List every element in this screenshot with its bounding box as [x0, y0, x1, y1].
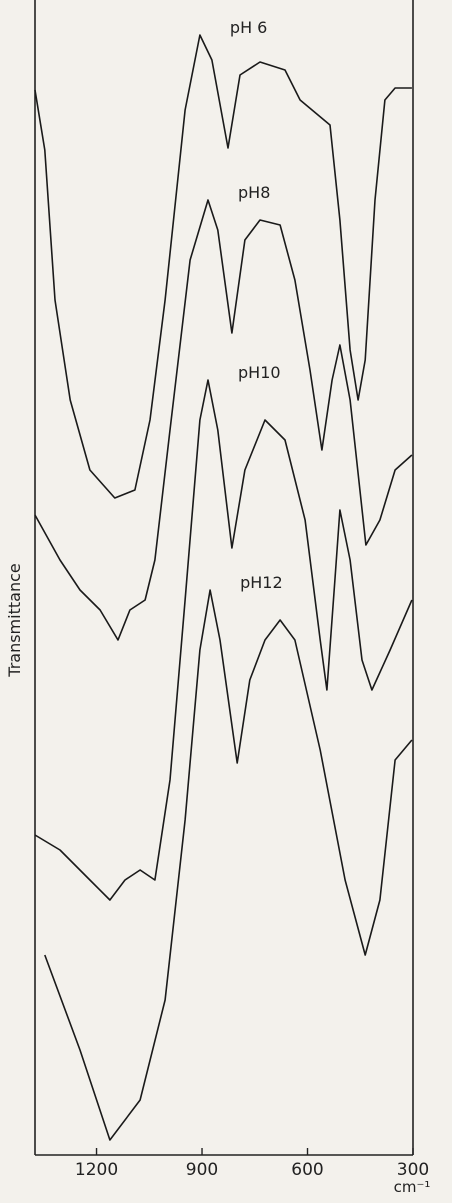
- series-label: pH8: [238, 183, 270, 202]
- series-label: pH10: [238, 363, 281, 382]
- x-tick-label: 600: [291, 1160, 323, 1180]
- x-tick-label: 1200: [75, 1160, 118, 1180]
- spectrum-line: [34, 199, 413, 641]
- x-tick-label: 300: [397, 1160, 429, 1180]
- x-axis-label: cm⁻¹: [394, 1178, 431, 1196]
- y-axis-label: Transmittance: [5, 563, 24, 677]
- series-label: pH 6: [230, 18, 267, 37]
- x-tick-label: 900: [186, 1160, 218, 1180]
- spectrum-line: [44, 589, 413, 1141]
- spectrum-line: [34, 34, 412, 499]
- series-label: pH12: [240, 573, 283, 592]
- spectrum-line: [34, 379, 413, 901]
